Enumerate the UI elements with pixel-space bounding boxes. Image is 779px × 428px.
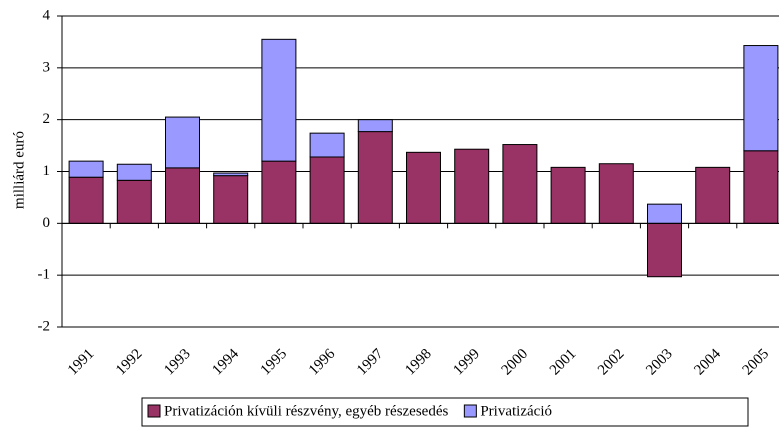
bar [68, 176, 104, 224]
x-tick-label: 2002 [595, 346, 628, 379]
x-tick-label: 1994 [209, 346, 242, 379]
bar [357, 119, 393, 133]
y-axis-label: milliárd euró [11, 131, 27, 209]
bar [213, 175, 249, 224]
x-tick-label: 1991 [65, 346, 98, 379]
y-tick-label: 4 [43, 7, 51, 23]
x-tick-label: 1992 [113, 346, 146, 379]
legend [141, 397, 749, 427]
x-tick-label: 2004 [691, 346, 724, 379]
bar [502, 144, 538, 224]
x-tick-label: 1999 [450, 346, 483, 379]
bar [309, 156, 345, 224]
x-tick-label: 1995 [258, 346, 291, 379]
bar [598, 163, 634, 224]
y-tick-label: -1 [38, 267, 51, 283]
bar [647, 222, 682, 278]
bar [165, 116, 200, 169]
bar [309, 132, 345, 158]
x-tick-label: 2003 [643, 346, 676, 379]
bar [406, 151, 441, 224]
x-tick-label: 1996 [306, 346, 339, 379]
x-tick-label: 1998 [402, 346, 435, 379]
bar [550, 166, 586, 224]
legend-label: Privatizáción kívüli részvény, egyéb rés… [164, 403, 448, 419]
x-tick-label: 1993 [161, 346, 194, 379]
bar [261, 38, 297, 162]
x-tick-label: 2005 [740, 346, 773, 379]
bar [695, 166, 731, 224]
y-tick-label: 3 [43, 59, 51, 75]
bar [116, 179, 152, 224]
bar [165, 167, 200, 224]
x-tick-label: 1997 [354, 346, 387, 379]
x-tick-label: 2001 [547, 346, 580, 379]
bar [68, 160, 104, 178]
bar [743, 150, 779, 224]
legend-swatch [463, 404, 477, 418]
y-tick-label: 2 [43, 111, 51, 127]
bar [261, 160, 297, 224]
bar [213, 172, 249, 177]
x-tick-label: 2000 [499, 346, 532, 379]
y-tick-label: -2 [38, 318, 51, 334]
legend-swatch [147, 404, 161, 418]
bar [647, 203, 682, 224]
bar [743, 45, 779, 152]
bar [454, 148, 490, 224]
y-tick-label: 1 [43, 163, 51, 179]
legend-label: Privatizáció [480, 403, 552, 419]
bar [357, 131, 393, 224]
y-tick-label: 0 [43, 215, 51, 231]
bar [116, 163, 152, 181]
